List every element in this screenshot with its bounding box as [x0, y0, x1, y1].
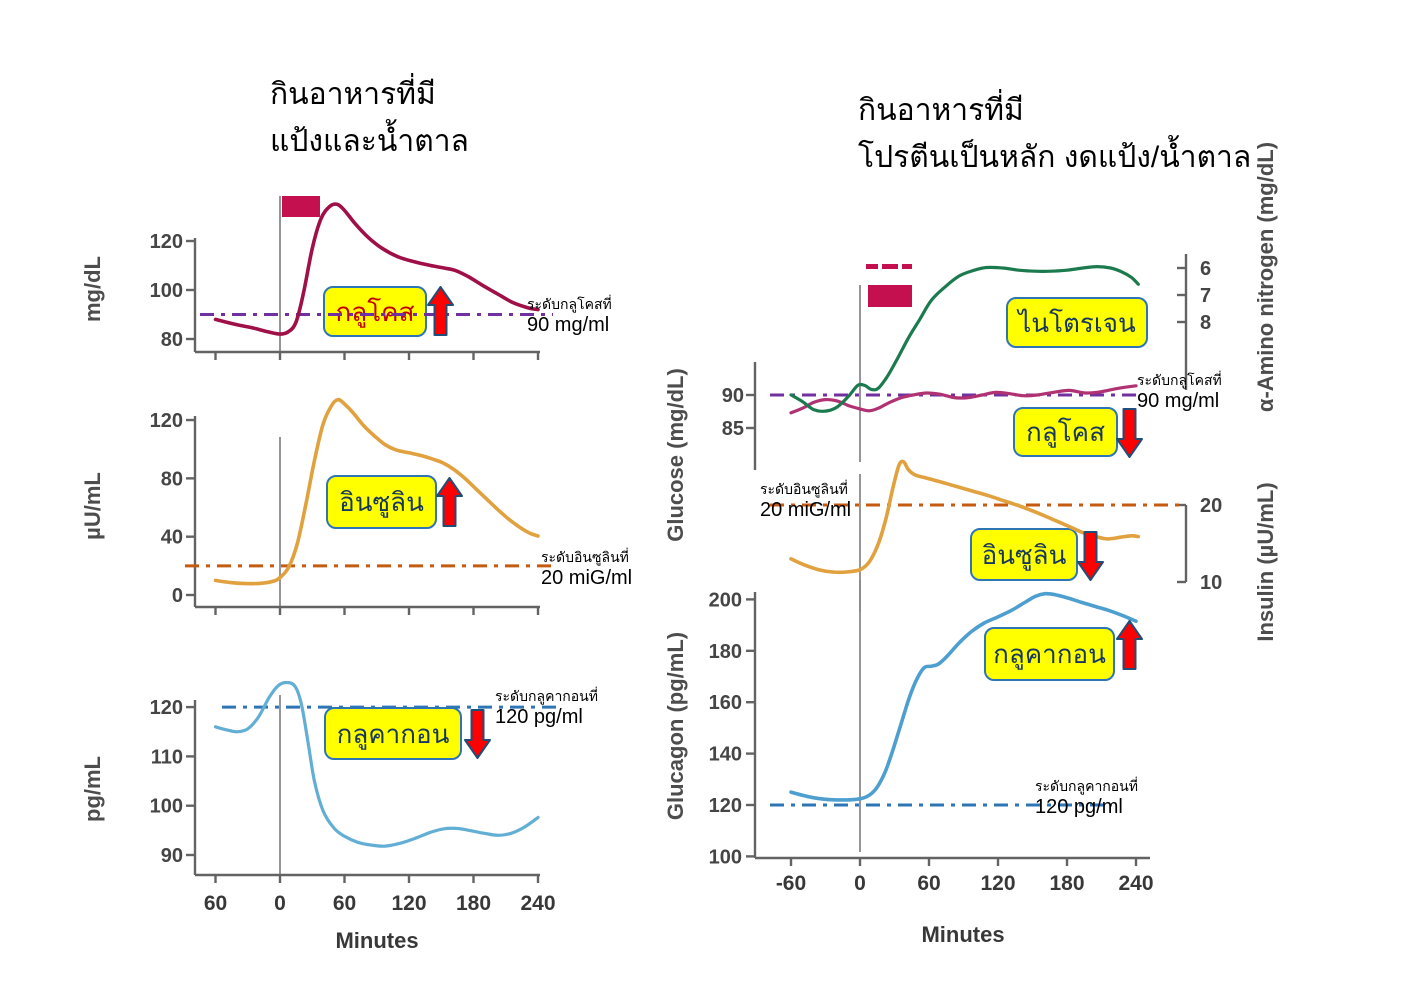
y-axis-label-pgml: pg/mL [80, 756, 105, 822]
svg-text:60: 60 [917, 872, 940, 895]
meal-text-remnant [902, 264, 912, 269]
svg-text:-60: -60 [776, 872, 806, 895]
y-axis-label-glucagon: Glucagon (pg/mL) [663, 631, 688, 821]
left-title-line2: แป้งและน้ำตาล [270, 124, 469, 158]
note-line2: 90 mg/ml [527, 313, 610, 336]
svg-text:0: 0 [274, 892, 286, 915]
meal-text-remnant [866, 264, 878, 269]
svg-text:10: 10 [1200, 572, 1222, 594]
svg-text:120: 120 [150, 697, 183, 719]
glucagon-badge-left: กลูคากอน [324, 707, 462, 760]
svg-text:240: 240 [520, 892, 555, 915]
glucagon-baseline-note-right: ระดับกลูคากอนที่ 120 pg/ml [1035, 778, 1138, 819]
svg-text:20: 20 [1200, 495, 1222, 517]
svg-text:40: 40 [161, 527, 183, 549]
y-axis-label-uuml: µU/mL [80, 472, 105, 540]
svg-text:6: 6 [1200, 258, 1211, 280]
meal-bar-right [868, 285, 912, 307]
svg-text:110: 110 [151, 746, 183, 768]
svg-text:120: 120 [709, 795, 742, 817]
note-line2: 120 pg/ml [495, 705, 583, 728]
insulin-down-arrow-icon [1077, 531, 1104, 586]
nitrogen-badge-right: ไนโตรเจน [1006, 297, 1148, 348]
svg-text:80: 80 [161, 468, 183, 490]
note-line1: ระดับกลูโคสที่ [527, 296, 612, 312]
note-line2: 120 pg/ml [1035, 795, 1123, 818]
badge-label: กลูคากอน [336, 718, 450, 749]
svg-text:0: 0 [854, 872, 866, 895]
svg-text:90: 90 [161, 845, 183, 867]
svg-text:140: 140 [709, 744, 742, 766]
badge-label: กลูโคส [1026, 417, 1105, 447]
right-title-line1: กินอาหารที่มี [858, 94, 1024, 127]
y-axis-label-amino-nitrogen: α-Amino nitrogen (mg/dL) [1253, 141, 1278, 413]
glucose-up-arrow-icon [427, 286, 454, 341]
svg-text:0: 0 [172, 585, 183, 607]
svg-text:240: 240 [1118, 872, 1153, 895]
glucagon-down-arrow-icon [464, 709, 491, 764]
svg-text:100: 100 [150, 796, 183, 818]
meal-text-remnant [882, 264, 898, 269]
svg-text:180: 180 [709, 641, 742, 663]
insulin-baseline-note-left: ระดับอินซูลินที่ 20 miG/ml [541, 549, 632, 590]
svg-text:60: 60 [204, 892, 227, 915]
svg-text:120: 120 [391, 892, 426, 915]
meal-bar-left [282, 196, 320, 217]
note-line1: ระดับกลูคากอนที่ [1035, 778, 1138, 794]
svg-text:120: 120 [150, 231, 183, 253]
svg-text:100: 100 [150, 280, 183, 302]
note-line2: 20 miG/ml [760, 498, 852, 521]
svg-text:8: 8 [1200, 312, 1211, 334]
insulin-badge-left: อินซูลิน [326, 475, 437, 529]
glucose-down-arrow-icon [1116, 408, 1143, 463]
x-axis-label-minutes-left: Minutes [335, 928, 419, 953]
svg-text:200: 200 [709, 589, 742, 611]
badge-label: ไนโตรเจน [1018, 307, 1136, 338]
svg-text:80: 80 [161, 329, 183, 351]
x-axis-label-minutes-right: Minutes [921, 922, 1005, 947]
insulin-baseline-note-right: ระดับอินซูลินที่ 20 miG/ml [760, 481, 851, 522]
glucagon-badge-right: กลูคากอน [984, 627, 1115, 681]
svg-text:120: 120 [150, 410, 183, 432]
y-axis-label-glucose: Glucose (mg/dL) [663, 368, 688, 542]
svg-text:90: 90 [722, 385, 744, 407]
svg-text:120: 120 [980, 872, 1015, 895]
right-title-line2: โปรตีนเป็นหลัก งดแป้ง/น้ำตาล [858, 140, 1252, 174]
svg-text:60: 60 [333, 892, 356, 915]
y-axis-label-insulin: Insulin (µU/mL) [1253, 482, 1278, 642]
glucose-baseline-note-right: ระดับกลูโคสที่ 90 mg/ml [1137, 372, 1222, 413]
left-title-line1: กินอาหารที่มี [270, 78, 436, 111]
note-line1: ระดับอินซูลินที่ [541, 549, 629, 565]
glucagon-up-arrow-icon [1116, 620, 1143, 675]
right-panel-title: กินอาหารที่มี โปรตีนเป็นหลัก งดแป้ง/น้ำต… [858, 88, 1251, 181]
note-line2: 20 miG/ml [541, 566, 633, 589]
svg-text:180: 180 [1049, 872, 1084, 895]
badge-label: อินซูลิน [339, 487, 424, 517]
left-panel-title: กินอาหารที่มี แป้งและน้ำตาล [270, 72, 469, 165]
badge-label: กลูโคส [335, 296, 415, 327]
glucose-badge-left: กลูโคส [323, 286, 427, 337]
badge-label: อินซูลิน [981, 539, 1067, 570]
svg-text:180: 180 [456, 892, 491, 915]
note-line2: 90 mg/ml [1137, 389, 1220, 412]
glucose-baseline-note-left: ระดับกลูโคสที่ 90 mg/ml [527, 296, 612, 337]
y-axis-label-mgdl: mg/dL [80, 256, 105, 322]
svg-text:85: 85 [722, 418, 744, 440]
note-line1: ระดับอินซูลินที่ [760, 481, 848, 497]
glucose-badge-right: กลูโคส [1013, 407, 1118, 457]
insulin-badge-right: อินซูลิน [970, 528, 1078, 581]
svg-text:100: 100 [709, 846, 742, 868]
note-line1: ระดับกลูคากอนที่ [495, 688, 598, 704]
badge-label: กลูคากอน [993, 639, 1106, 669]
svg-text:160: 160 [709, 692, 742, 714]
note-line1: ระดับกลูโคสที่ [1137, 372, 1222, 388]
glucagon-baseline-note-left: ระดับกลูคากอนที่ 120 pg/ml [495, 688, 598, 729]
insulin-up-arrow-icon [436, 477, 463, 532]
svg-text:7: 7 [1200, 285, 1211, 307]
